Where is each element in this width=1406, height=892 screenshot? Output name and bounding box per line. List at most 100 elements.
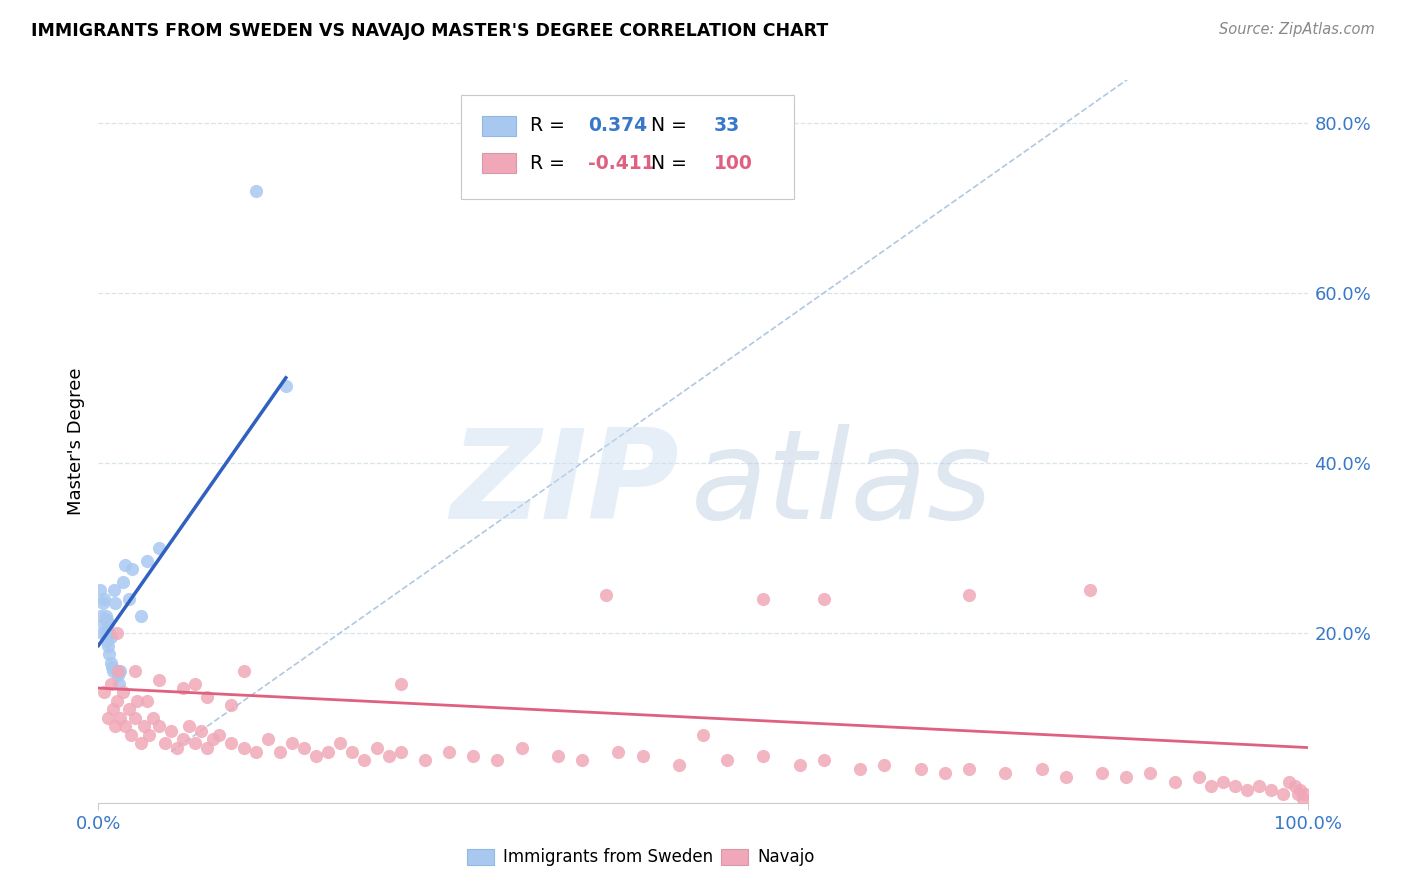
Point	[1199, 779, 1222, 793]
Point	[1223, 779, 1246, 793]
Point	[631, 749, 654, 764]
Point	[910, 762, 932, 776]
Point	[269, 745, 291, 759]
Point	[93, 685, 115, 699]
Point	[135, 553, 157, 567]
Point	[142, 711, 165, 725]
Point	[595, 588, 617, 602]
Point	[100, 630, 122, 644]
Point	[668, 757, 690, 772]
Text: Navajo: Navajo	[758, 848, 815, 866]
Point	[129, 608, 152, 623]
Point	[849, 762, 872, 776]
Point	[104, 596, 127, 610]
Text: 0.374: 0.374	[588, 116, 647, 136]
Point	[486, 753, 509, 767]
Point	[316, 745, 339, 759]
Point	[232, 664, 254, 678]
Point	[135, 694, 157, 708]
Text: atlas: atlas	[690, 425, 993, 545]
Point	[1115, 770, 1137, 784]
FancyBboxPatch shape	[467, 849, 494, 865]
Point	[129, 736, 152, 750]
Text: N =: N =	[651, 116, 693, 136]
Point	[607, 745, 630, 759]
Text: Immigrants from Sweden: Immigrants from Sweden	[503, 848, 714, 866]
Point	[91, 596, 114, 610]
Point	[114, 558, 136, 572]
Point	[389, 745, 412, 759]
Point	[105, 664, 128, 678]
Point	[184, 677, 207, 691]
Point	[1278, 774, 1301, 789]
Point	[105, 625, 128, 640]
Point	[281, 736, 304, 750]
Point	[353, 753, 375, 767]
Point	[93, 591, 115, 606]
Text: R =: R =	[530, 116, 571, 136]
Point	[97, 617, 120, 632]
Point	[107, 664, 129, 678]
Point	[114, 719, 136, 733]
Point	[124, 664, 146, 678]
Point	[190, 723, 212, 738]
Point	[104, 719, 127, 733]
Point	[90, 608, 112, 623]
Point	[208, 728, 231, 742]
Point	[221, 736, 243, 750]
Point	[108, 677, 131, 691]
Point	[148, 719, 170, 733]
Point	[1031, 762, 1053, 776]
Point	[111, 574, 134, 589]
Point	[108, 711, 131, 725]
Point	[510, 740, 533, 755]
Point	[413, 753, 436, 767]
Point	[121, 562, 143, 576]
Point	[118, 702, 141, 716]
Point	[94, 608, 117, 623]
Point	[127, 694, 149, 708]
Y-axis label: Master's Degree: Master's Degree	[66, 368, 84, 516]
Point	[108, 664, 131, 678]
Point	[134, 719, 156, 733]
Point	[160, 723, 183, 738]
Point	[789, 757, 811, 772]
Point	[305, 749, 328, 764]
Point	[1284, 779, 1306, 793]
FancyBboxPatch shape	[461, 95, 793, 200]
Point	[274, 379, 297, 393]
Point	[148, 541, 170, 555]
Point	[1236, 783, 1258, 797]
Point	[957, 762, 980, 776]
Text: -0.411: -0.411	[588, 153, 655, 173]
Point	[752, 591, 775, 606]
Point	[245, 184, 267, 198]
Point	[716, 753, 738, 767]
Point	[166, 740, 188, 755]
Point	[148, 673, 170, 687]
Text: R =: R =	[530, 153, 571, 173]
Text: 33: 33	[714, 116, 740, 136]
Point	[138, 728, 160, 742]
Point	[107, 668, 129, 682]
Point	[1289, 783, 1312, 797]
Point	[101, 702, 124, 716]
Point	[232, 740, 254, 755]
Point	[389, 677, 412, 691]
Point	[98, 625, 121, 640]
Point	[202, 732, 225, 747]
Point	[377, 749, 399, 764]
Point	[1260, 783, 1282, 797]
Point	[752, 749, 775, 764]
Point	[96, 613, 118, 627]
Text: ZIP: ZIP	[450, 425, 679, 545]
Point	[100, 677, 122, 691]
FancyBboxPatch shape	[482, 116, 516, 136]
Point	[366, 740, 388, 755]
Point	[1139, 766, 1161, 780]
Text: Source: ZipAtlas.com: Source: ZipAtlas.com	[1219, 22, 1375, 37]
Point	[101, 664, 124, 678]
FancyBboxPatch shape	[482, 153, 516, 173]
Point	[1272, 787, 1295, 801]
Point	[245, 745, 267, 759]
